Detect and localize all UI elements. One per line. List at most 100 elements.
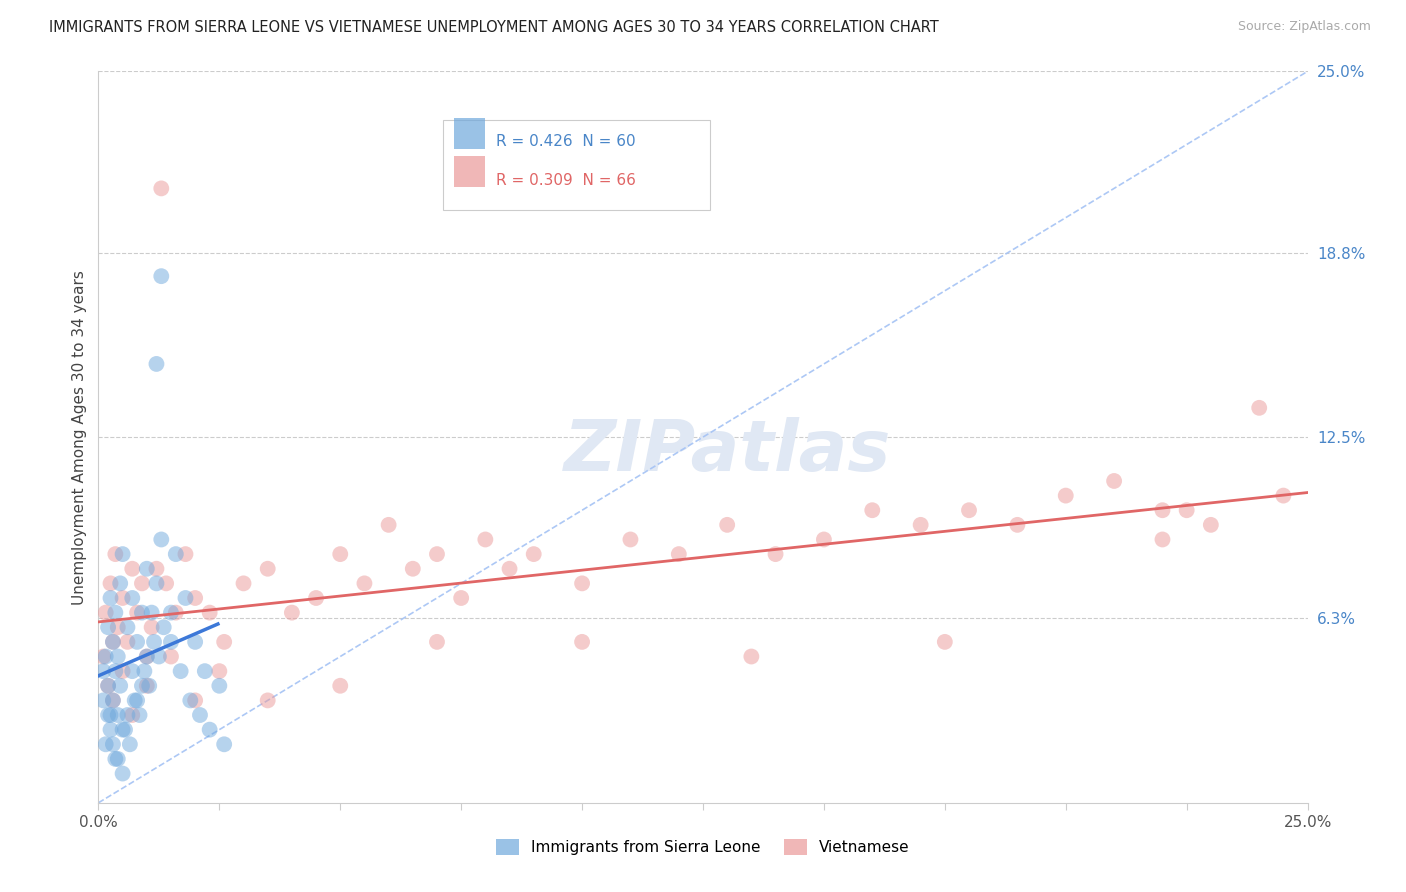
Point [141, 620, 163, 634]
Point [860, 503, 883, 517]
Point [1199, 517, 1222, 532]
Point [174, 547, 197, 561]
Point [329, 547, 352, 561]
Point [957, 503, 980, 517]
Point [111, 664, 134, 678]
Point [131, 576, 153, 591]
Point [198, 606, 221, 620]
Point [94, 737, 117, 751]
Text: R = 0.426  N = 60: R = 0.426 N = 60 [496, 135, 636, 149]
Point [97, 620, 120, 634]
Point [934, 635, 956, 649]
Point [100, 723, 122, 737]
Point [150, 269, 173, 284]
Point [107, 620, 129, 634]
Point [91, 693, 114, 707]
Point [281, 606, 304, 620]
Point [91, 649, 114, 664]
Point [97, 679, 120, 693]
Point [198, 723, 221, 737]
Point [571, 635, 593, 649]
Point [208, 679, 231, 693]
Point [474, 533, 496, 547]
Point [117, 635, 139, 649]
Point [1152, 503, 1174, 517]
Point [716, 517, 738, 532]
Point [169, 664, 191, 678]
Point [111, 766, 134, 780]
Point [155, 576, 177, 591]
Point [450, 591, 472, 605]
Point [135, 649, 157, 664]
Legend: Immigrants from Sierra Leone, Vietnamese: Immigrants from Sierra Leone, Vietnamese [491, 833, 915, 861]
Point [101, 635, 124, 649]
Point [150, 533, 173, 547]
Point [104, 547, 127, 561]
Point [165, 547, 187, 561]
Point [305, 591, 328, 605]
Point [111, 547, 134, 561]
Point [100, 591, 122, 605]
Point [353, 576, 375, 591]
Point [1152, 533, 1174, 547]
Point [160, 606, 183, 620]
Point [131, 606, 153, 620]
Point [813, 533, 835, 547]
Point [143, 635, 166, 649]
Text: ZIPatlas: ZIPatlas [564, 417, 891, 486]
Point [1249, 401, 1271, 415]
Point [1272, 489, 1295, 503]
Point [117, 708, 139, 723]
Point [91, 664, 114, 678]
Point [910, 517, 932, 532]
Point [150, 181, 173, 195]
Point [117, 620, 139, 634]
Point [111, 591, 134, 605]
Point [256, 693, 278, 707]
Point [188, 708, 211, 723]
Y-axis label: Unemployment Among Ages 30 to 34 years: Unemployment Among Ages 30 to 34 years [72, 269, 87, 605]
Point [1007, 517, 1029, 532]
Point [1054, 489, 1077, 503]
Point [212, 737, 235, 751]
Point [111, 723, 134, 737]
Point [107, 752, 129, 766]
Point [232, 576, 254, 591]
Point [135, 679, 157, 693]
Point [184, 693, 207, 707]
Point [107, 649, 129, 664]
Point [152, 620, 174, 634]
Point [121, 664, 143, 678]
Point [138, 679, 160, 693]
Point [118, 737, 141, 751]
Point [740, 649, 762, 664]
Point [121, 708, 143, 723]
Point [127, 635, 149, 649]
Point [131, 679, 153, 693]
Point [101, 737, 124, 751]
Point [128, 708, 150, 723]
Point [100, 708, 122, 723]
Text: R = 0.309  N = 66: R = 0.309 N = 66 [496, 173, 636, 187]
Point [134, 664, 156, 678]
Point [141, 606, 163, 620]
Point [256, 562, 278, 576]
Point [124, 693, 146, 707]
Point [107, 708, 129, 723]
Point [104, 606, 127, 620]
Point [426, 547, 449, 561]
Point [97, 679, 120, 693]
Point [208, 664, 231, 678]
Point [194, 664, 217, 678]
Point [523, 547, 546, 561]
Point [426, 635, 449, 649]
Point [135, 562, 157, 576]
Point [121, 562, 143, 576]
Point [212, 635, 235, 649]
Point [94, 606, 117, 620]
Point [571, 576, 593, 591]
Point [377, 517, 399, 532]
Point [402, 562, 425, 576]
Point [619, 533, 641, 547]
Point [1175, 503, 1198, 517]
